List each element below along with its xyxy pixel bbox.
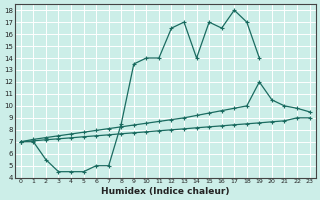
X-axis label: Humidex (Indice chaleur): Humidex (Indice chaleur) (101, 187, 229, 196)
